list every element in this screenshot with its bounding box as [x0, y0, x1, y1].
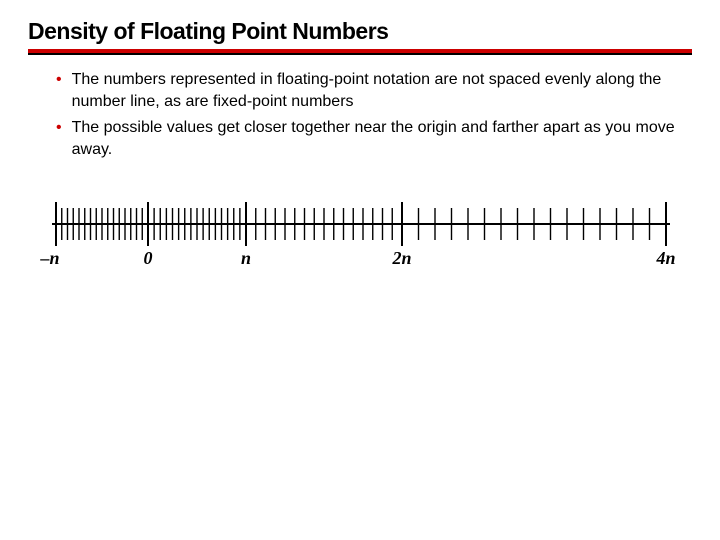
svg-text:n: n: [241, 248, 251, 268]
svg-text:–n: –n: [39, 248, 59, 268]
svg-text:4n: 4n: [655, 248, 675, 268]
svg-text:0: 0: [144, 248, 153, 268]
underline-black: [28, 53, 692, 55]
title-underline: [28, 49, 692, 55]
number-line-diagram: –n 0 n 2n 4n: [28, 179, 692, 279]
list-item: • The possible values get closer togethe…: [56, 117, 692, 161]
slide-title: Density of Floating Point Numbers: [28, 18, 692, 45]
bullet-icon: •: [56, 69, 62, 91]
bullet-list: • The numbers represented in floating-po…: [28, 69, 692, 161]
bullet-icon: •: [56, 117, 62, 139]
svg-text:2n: 2n: [391, 248, 411, 268]
bullet-text: The possible values get closer together …: [72, 117, 692, 161]
number-line-svg: –n 0 n 2n 4n: [28, 179, 688, 274]
list-item: • The numbers represented in floating-po…: [56, 69, 692, 113]
bullet-text: The numbers represented in floating-poin…: [72, 69, 692, 113]
